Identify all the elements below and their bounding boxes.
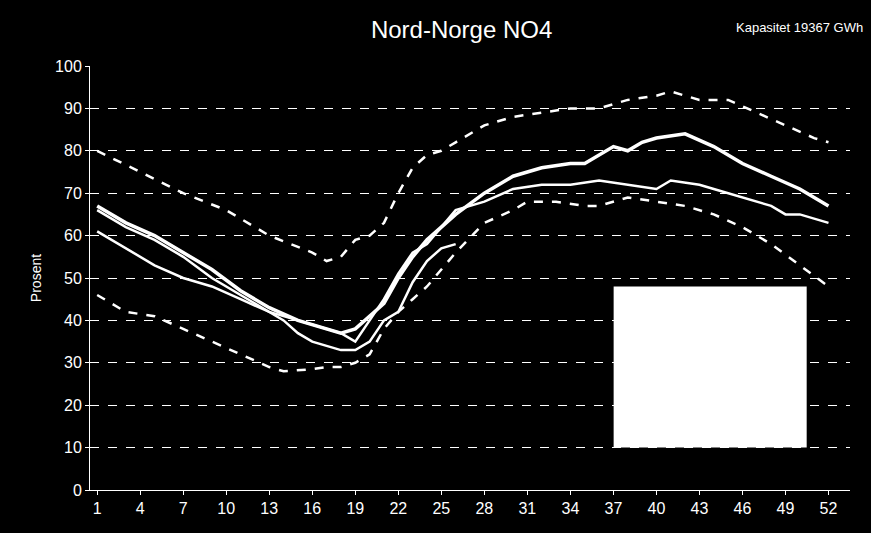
svg-text:Nord-Norge NO4: Nord-Norge NO4 [371, 16, 552, 43]
svg-text:31: 31 [518, 500, 536, 517]
svg-text:80: 80 [64, 142, 82, 159]
svg-text:90: 90 [64, 100, 82, 117]
svg-text:34: 34 [561, 500, 579, 517]
svg-text:50: 50 [64, 270, 82, 287]
svg-text:28: 28 [475, 500, 493, 517]
svg-text:13: 13 [260, 500, 278, 517]
svg-text:60: 60 [64, 227, 82, 244]
svg-text:70: 70 [64, 185, 82, 202]
svg-text:22: 22 [389, 500, 407, 517]
svg-text:100: 100 [55, 58, 82, 75]
svg-text:43: 43 [691, 500, 709, 517]
svg-text:0: 0 [73, 482, 82, 499]
svg-text:52: 52 [820, 500, 838, 517]
svg-text:Prosent: Prosent [28, 254, 44, 302]
svg-text:10: 10 [64, 439, 82, 456]
svg-text:16: 16 [303, 500, 321, 517]
svg-text:40: 40 [648, 500, 666, 517]
svg-text:46: 46 [734, 500, 752, 517]
svg-text:1: 1 [93, 500, 102, 517]
svg-text:7: 7 [179, 500, 188, 517]
svg-text:40: 40 [64, 312, 82, 329]
svg-text:30: 30 [64, 354, 82, 371]
svg-text:19: 19 [346, 500, 364, 517]
svg-text:49: 49 [777, 500, 795, 517]
svg-text:37: 37 [605, 500, 623, 517]
svg-text:10: 10 [217, 500, 235, 517]
svg-text:25: 25 [432, 500, 450, 517]
svg-text:4: 4 [136, 500, 145, 517]
svg-text:Kapasitet 19367 GWh: Kapasitet 19367 GWh [736, 20, 863, 35]
svg-text:20: 20 [64, 397, 82, 414]
